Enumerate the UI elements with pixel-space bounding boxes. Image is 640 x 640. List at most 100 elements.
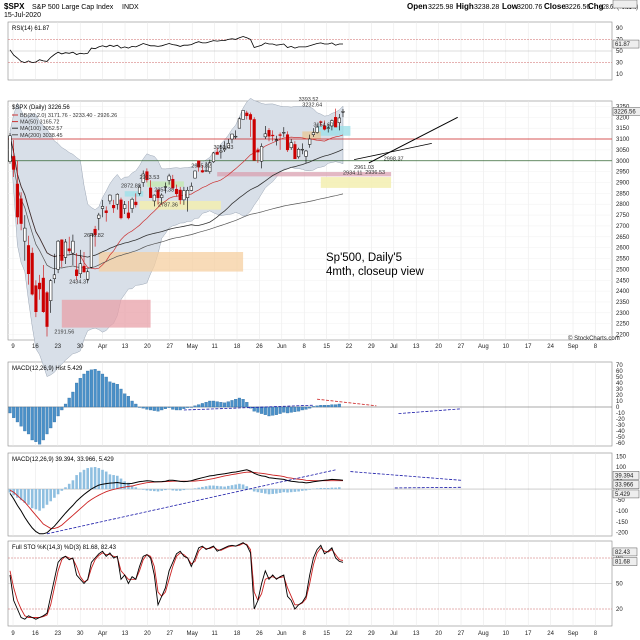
macd-hist-bar-68 — [260, 489, 263, 493]
candle-body-48 — [186, 190, 190, 198]
hist-bar-17 — [71, 391, 75, 408]
hist-bar-84 — [319, 405, 323, 408]
macd-hist-bar-21 — [86, 468, 89, 490]
sto-xtick-21: Aug — [478, 631, 489, 637]
sto-xtick-10: 18 — [234, 631, 241, 637]
hist-bar-3 — [19, 406, 23, 427]
price-label-11: 2872.80 — [121, 184, 141, 190]
price-ytick-15: 2500 — [616, 267, 630, 273]
sto-xtick-0: 9 — [11, 631, 15, 637]
hist-bar-32 — [126, 396, 130, 408]
macd-hist-bar-85 — [323, 487, 326, 490]
price-ytick-4: 3050 — [616, 148, 630, 154]
candle-body-80 — [304, 150, 308, 157]
hist-ytick-8: -10 — [616, 411, 625, 417]
macd-hist-bar-10 — [45, 489, 49, 505]
price-xtick-26: 8 — [594, 344, 598, 350]
hist-last-badge — [612, 0, 638, 9]
macd-hist-bar-63 — [241, 484, 245, 490]
annotation-line-2: 4mth, closeup view — [326, 266, 424, 278]
macd-hist-bar-76 — [289, 489, 293, 493]
price-label-5: 2434.37 — [69, 279, 89, 285]
hist-bar-38 — [149, 406, 153, 411]
candle-body-6 — [30, 252, 34, 295]
candle-body-1 — [12, 156, 16, 170]
low-label: Low — [502, 2, 519, 11]
candle-body-81 — [308, 138, 312, 145]
macd-hist-bar-50 — [193, 488, 197, 490]
candle-body-67 — [256, 149, 260, 153]
hist-bar-58 — [223, 402, 227, 408]
macd-hist-bar-84 — [319, 487, 323, 490]
hist-bar-36 — [141, 406, 145, 409]
hist-bar-81 — [308, 406, 312, 409]
candle-body-31 — [123, 204, 127, 209]
hist-ytick-5: 20 — [616, 393, 623, 399]
hist-bar-27 — [108, 381, 112, 408]
candle-body-71 — [271, 134, 275, 137]
sto-xtick-14: 15 — [323, 631, 330, 637]
candle-body-90 — [341, 111, 345, 113]
candle-body-65 — [248, 114, 253, 120]
candle-body-7 — [34, 285, 38, 313]
macd-panel-label: MACD(12,26,9) 39.394, 33.966, 5.429 — [12, 457, 114, 463]
sto-xtick-1: 16 — [32, 631, 39, 637]
hist-ytick-6: 10 — [616, 399, 623, 405]
sto-xtick-25: Sep — [568, 631, 579, 637]
candle-body-60 — [230, 133, 234, 140]
candle-body-15 — [63, 241, 68, 258]
price-xtick-8: May — [187, 344, 198, 350]
price-ytick-21: 2200 — [616, 333, 630, 339]
macd-hist-bar-55 — [212, 485, 215, 490]
price-zone-3 — [320, 177, 392, 188]
candle-body-72 — [274, 139, 278, 141]
macd-hist-bar-17 — [71, 480, 75, 490]
macd-hist-bar-9 — [42, 489, 45, 509]
hist-bar-15 — [63, 403, 68, 408]
price-xtick-16: 29 — [368, 344, 375, 350]
macd-hist-bar-86 — [326, 487, 330, 490]
price-ytick-11: 2700 — [616, 224, 630, 230]
candle-body-40 — [156, 189, 160, 198]
chart-annotation: Sp'500, Daily'5 4mth, closeup view — [326, 252, 424, 278]
macd-hist-bar-53 — [204, 486, 208, 490]
hist-bar-57 — [219, 402, 223, 408]
candle-body-41 — [160, 194, 164, 198]
candle-body-43 — [167, 175, 171, 181]
sto-xtick-15: 22 — [346, 631, 353, 637]
candle-body-86 — [326, 127, 330, 129]
sto-xtick-19: 20 — [435, 631, 442, 637]
hist-bar-73 — [278, 406, 282, 414]
macd-hist-bar-27 — [108, 474, 112, 490]
hist-ytick-7: 0 — [616, 405, 620, 411]
macd-hist-bar-31 — [123, 481, 126, 490]
hist-bar-67 — [256, 406, 260, 413]
hist-bar-79 — [300, 406, 304, 411]
candle-body-55 — [211, 152, 216, 163]
macd-hist-bar-16 — [67, 483, 71, 490]
hist-bar-43 — [167, 406, 171, 408]
hist-bar-76 — [289, 406, 293, 413]
macd-ytick-4: -50 — [616, 498, 625, 504]
trendline-support — [368, 116, 458, 164]
macd-hist-bar-0 — [8, 489, 12, 493]
candle-body-9 — [41, 277, 45, 313]
candle-body-70 — [267, 130, 271, 137]
rsi-ytick-2: 50 — [616, 49, 623, 55]
price-xtick-21: Aug — [478, 344, 489, 350]
price-ytick-6: 2950 — [616, 170, 630, 176]
candle-body-63 — [241, 110, 245, 120]
candle-body-44 — [171, 178, 175, 189]
hist-bar-70 — [267, 406, 271, 417]
hist-bar-18 — [75, 382, 79, 408]
hist-ytick-9: -20 — [616, 417, 625, 423]
price-xtick-22: 10 — [502, 344, 509, 350]
macd-hist-bar-5 — [27, 489, 30, 505]
macd-hist-bar-88 — [334, 487, 337, 490]
open-label: Open — [407, 2, 428, 11]
hist-last-badge-text: 5.429 — [615, 0, 631, 2]
candle-body-79 — [300, 148, 304, 151]
candle-body-33 — [130, 198, 134, 209]
legend-entry-1: MA(50) 3165.72 — [20, 120, 59, 126]
